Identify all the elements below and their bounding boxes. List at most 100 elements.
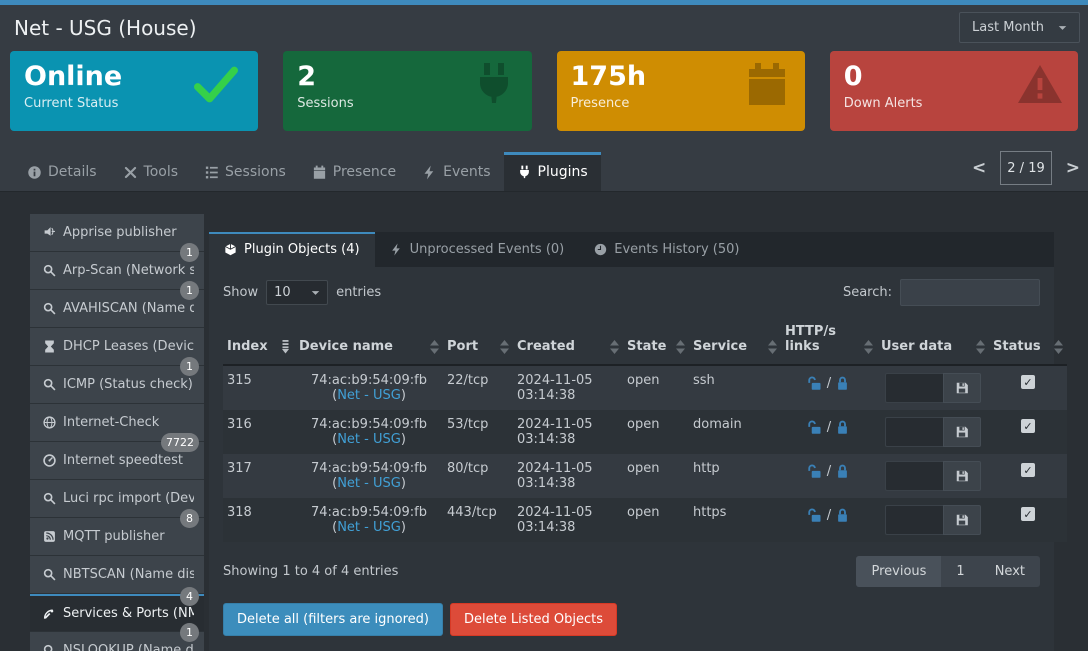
period-selector[interactable]: Last Month — [959, 12, 1080, 43]
entries-label: entries — [336, 285, 382, 300]
user-data-input[interactable] — [885, 373, 943, 403]
lock-open-icon[interactable] — [808, 464, 823, 479]
previous-page-button[interactable]: Previous — [856, 556, 942, 587]
show-entries-value: 10 — [274, 285, 291, 300]
sidebar-item-icmp[interactable]: ICMP (Status check) 1 — [30, 357, 204, 404]
cell-http-links: / — [781, 454, 877, 498]
cell-created: 2024-11-05 03:14:38 — [517, 461, 593, 491]
cell-service: https — [693, 505, 727, 520]
device-link[interactable]: Net - USG — [337, 388, 401, 403]
sidebar-item-label: Apprise publisher — [63, 225, 177, 240]
column-header-status[interactable]: Status — [989, 320, 1067, 365]
cell-http-links: / — [781, 365, 877, 410]
sort-icon — [864, 340, 873, 354]
device-mac: 74:ac:b9:54:09:fb — [311, 505, 427, 520]
sidebar-item-mqtt[interactable]: MQTT publisher 8 — [30, 509, 204, 556]
lock-open-icon[interactable] — [808, 376, 823, 391]
cell-index: 316 — [227, 417, 252, 432]
delete-listed-button[interactable]: Delete Listed Objects — [449, 603, 618, 636]
sidebar-item-nslookup[interactable]: NSLOOKUP (Name di… 1 — [30, 623, 204, 651]
column-header-user-data[interactable]: User data — [877, 320, 989, 365]
chevron-down-icon — [311, 290, 320, 295]
main-tabs: Details Tools Sessions Presence Events P… — [14, 152, 601, 191]
page-number-button[interactable]: 1 — [956, 564, 965, 579]
cell-state: open — [627, 417, 660, 432]
subtab-plugin-objects[interactable]: Plugin Objects (4) — [209, 232, 375, 267]
tab-tools[interactable]: Tools — [110, 152, 192, 191]
card-sessions: 2 Sessions — [283, 51, 532, 131]
tab-label: Details — [48, 164, 97, 180]
cell-user-data — [877, 365, 989, 410]
lock-closed-icon[interactable] — [835, 420, 850, 435]
sidebar-item-luci[interactable]: Luci rpc import (Devi… — [30, 480, 204, 518]
delete-all-button[interactable]: Delete all (filters are ignored) — [223, 603, 443, 636]
column-header-service[interactable]: Service — [689, 320, 781, 365]
subtab-unprocessed-events[interactable]: Unprocessed Events (0) — [375, 232, 580, 267]
user-data-input[interactable] — [885, 417, 943, 447]
sort-icon — [610, 340, 619, 354]
sidebar-item-arpscan[interactable]: Arp-Scan (Network s… 1 — [30, 243, 204, 290]
status-checkbox[interactable]: ✓ — [1021, 419, 1035, 433]
lock-closed-icon[interactable] — [835, 376, 850, 391]
lock-closed-icon[interactable] — [835, 464, 850, 479]
tab-events[interactable]: Events — [409, 152, 503, 191]
sidebar-item-speedtest[interactable]: Internet speedtest 7722 — [30, 433, 204, 480]
tab-plugins[interactable]: Plugins — [503, 152, 601, 191]
pager-prev-button[interactable]: < — [972, 157, 987, 178]
tab-sessions[interactable]: Sessions — [191, 152, 299, 191]
sidebar-item-avahiscan[interactable]: AVAHISCAN (Name di… 1 — [30, 281, 204, 328]
device-link[interactable]: Net - USG — [337, 476, 401, 491]
sidebar-item-nbtscan[interactable]: NBTSCAN (Name disc… — [30, 556, 204, 594]
card-down-alerts: 0 Down Alerts — [829, 51, 1078, 131]
sort-icon — [430, 340, 439, 354]
lock-open-icon[interactable] — [808, 508, 823, 523]
column-header-http-links[interactable]: HTTP/s links — [781, 320, 877, 365]
user-data-input[interactable] — [885, 461, 943, 491]
column-header-index[interactable]: Index — [223, 320, 295, 365]
plugin-subtabs: Plugin Objects (4) Unprocessed Events (0… — [209, 232, 1054, 267]
subtab-events-history[interactable]: Events History (50) — [579, 232, 754, 267]
sidebar-item-internet-check[interactable]: Internet-Check — [30, 404, 204, 442]
table-row: 316 74:ac:b9:54:09:fb (Net - USG) 53/tcp… — [223, 410, 1067, 454]
card-value: 0 — [843, 61, 863, 92]
device-link[interactable]: Net - USG — [337, 432, 401, 447]
status-checkbox[interactable]: ✓ — [1021, 507, 1035, 521]
show-entries-select[interactable]: 10 — [266, 280, 329, 305]
column-header-port[interactable]: Port — [443, 320, 513, 365]
table-pagination: Previous 1 Next — [856, 556, 1040, 587]
pager-next-button[interactable]: > — [1065, 157, 1080, 178]
cell-http-links: / — [781, 410, 877, 454]
save-user-data-button[interactable] — [943, 417, 981, 447]
plugin-objects-table: Index Device name Port Created State Ser… — [223, 320, 1067, 542]
column-header-state[interactable]: State — [623, 320, 689, 365]
next-page-button[interactable]: Next — [994, 564, 1025, 579]
header-area: Net - USG (House) Last Month Online Curr… — [0, 5, 1088, 192]
column-header-device-name[interactable]: Device name — [295, 320, 443, 365]
search-input[interactable] — [900, 279, 1040, 306]
sort-icon — [500, 340, 509, 354]
save-user-data-button[interactable] — [943, 373, 981, 403]
lock-open-icon[interactable] — [808, 420, 823, 435]
cell-http-links: / — [781, 498, 877, 542]
user-data-input[interactable] — [885, 505, 943, 535]
lock-closed-icon[interactable] — [835, 508, 850, 523]
device-link[interactable]: Net - USG — [337, 520, 401, 535]
tab-details[interactable]: Details — [14, 152, 110, 191]
search-icon — [43, 492, 56, 505]
tab-presence[interactable]: Presence — [299, 152, 409, 191]
sidebar-item-dhcp-leases[interactable]: DHCP Leases (Device … — [30, 328, 204, 366]
device-pager: < 2 / 19 > — [972, 151, 1080, 191]
card-label: Sessions — [297, 96, 354, 112]
device-mac: 74:ac:b9:54:09:fb — [311, 417, 427, 432]
column-header-created[interactable]: Created — [513, 320, 623, 365]
sidebar-item-services-ports[interactable]: Services & Ports (NM… 4 — [30, 587, 204, 632]
status-checkbox[interactable]: ✓ — [1021, 375, 1035, 389]
tools-icon — [123, 165, 137, 179]
save-user-data-button[interactable] — [943, 505, 981, 535]
sidebar-item-apprise[interactable]: Apprise publisher — [30, 214, 204, 252]
save-user-data-button[interactable] — [943, 461, 981, 491]
sidebar-item-label: NSLOOKUP (Name di… — [63, 643, 194, 651]
status-checkbox[interactable]: ✓ — [1021, 463, 1035, 477]
globe-icon — [43, 416, 56, 429]
plugin-sidebar: Apprise publisher Arp-Scan (Network s… 1… — [30, 214, 204, 651]
